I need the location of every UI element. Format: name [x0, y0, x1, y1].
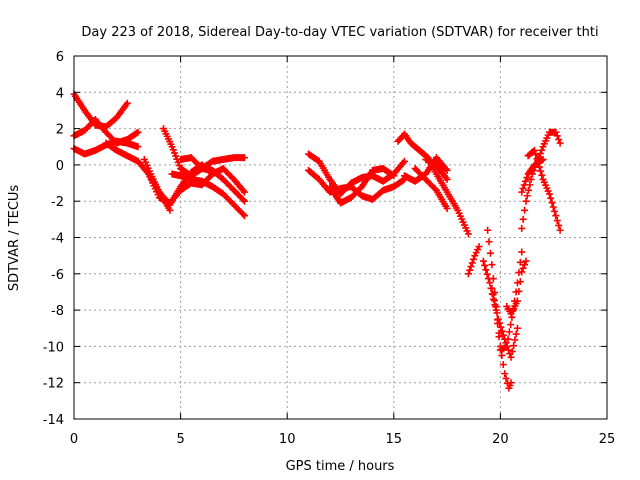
x-axis-label: GPS time / hours — [286, 459, 395, 474]
y-tick-label: 6 — [56, 50, 64, 65]
data-points — [70, 90, 564, 392]
plus-marker-points — [326, 165, 398, 207]
plus-marker-points — [422, 155, 451, 183]
series-track — [145, 165, 249, 207]
plus-marker-points — [518, 155, 547, 196]
x-tick-label: 15 — [386, 432, 403, 447]
series-track — [177, 154, 249, 205]
plus-marker-points — [305, 166, 408, 203]
x-tick-label: 10 — [279, 432, 296, 447]
y-tick-label: 4 — [56, 86, 64, 101]
series-track — [422, 155, 451, 183]
series-track — [518, 155, 547, 196]
series-track — [488, 284, 521, 361]
y-tick-label: -10 — [43, 340, 64, 355]
plus-marker-points — [503, 257, 530, 318]
plus-marker-points — [160, 125, 249, 180]
y-axis-label: SDTVAR / TECUs — [7, 185, 22, 292]
grid — [74, 56, 607, 419]
x-tick-label: 20 — [492, 432, 509, 447]
series-track — [503, 257, 530, 318]
x-tick-label: 0 — [70, 432, 78, 447]
y-tick-label: -2 — [51, 195, 64, 210]
series-track — [160, 125, 249, 180]
y-tick-label: -4 — [51, 232, 64, 247]
plus-marker-points — [464, 243, 483, 278]
plus-marker-points — [411, 165, 451, 212]
y-axis-ticks: 6 4 2 0 -2 -4 -6 -8 -10 -12 -14 — [43, 50, 607, 428]
y-tick-label: 0 — [56, 159, 64, 174]
plus-marker-points — [177, 154, 249, 205]
series-track — [305, 166, 408, 203]
y-tick-label: 2 — [56, 123, 64, 138]
series-track — [326, 165, 398, 207]
chart-title: Day 223 of 2018, Sidereal Day-to-day VTE… — [81, 25, 598, 40]
y-tick-label: -6 — [51, 268, 64, 283]
y-tick-label: -12 — [43, 377, 64, 392]
plus-marker-points — [488, 284, 521, 361]
series-track — [411, 165, 451, 212]
y-tick-label: -8 — [51, 304, 64, 319]
plus-marker-points — [168, 170, 249, 220]
series-track — [464, 243, 483, 278]
y-tick-label: -14 — [43, 413, 64, 428]
x-axis-ticks: 0 5 10 15 20 25 — [70, 56, 615, 447]
x-tick-label: 25 — [599, 432, 616, 447]
plus-marker-points — [145, 165, 249, 207]
series-track — [168, 170, 249, 220]
x-tick-label: 5 — [176, 432, 184, 447]
